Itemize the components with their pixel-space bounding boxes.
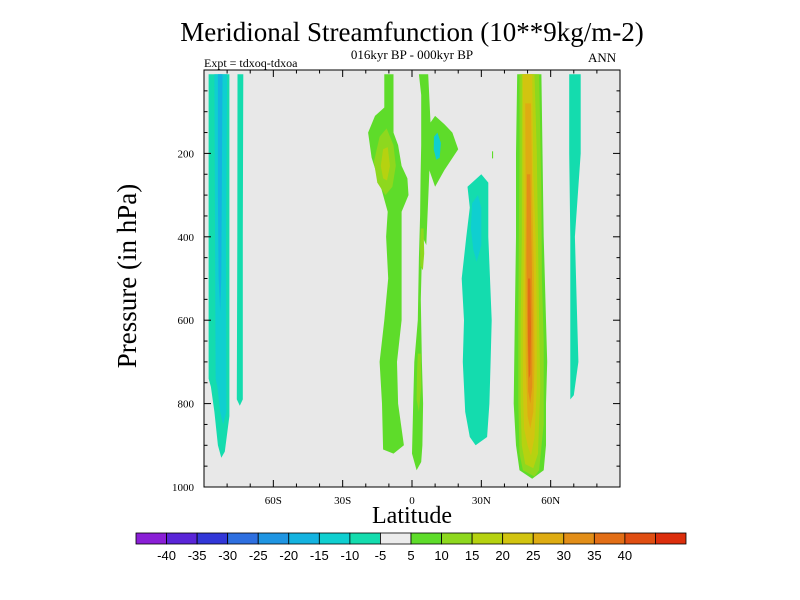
contour-region-nh-tropics-upper: [428, 115, 459, 187]
x-tick-label: 60N: [541, 495, 560, 507]
contour-region-nh-highlat-strip: [569, 74, 581, 400]
y-tick-label: 600: [178, 315, 195, 327]
colorbar-label: 40: [618, 548, 632, 563]
colorbar-label: 30: [557, 548, 571, 563]
y-tick-label: 400: [178, 232, 195, 244]
colorbar-label: 10: [434, 548, 448, 563]
contour-region-nh-tropics-lower-cyan: [470, 195, 482, 262]
contour-region-eq-column-ygreen-a: [420, 228, 425, 271]
plot-background: [204, 70, 620, 487]
colorbar-box: [196, 532, 229, 545]
colorbar-label: 35: [587, 548, 601, 563]
colorbar-box: [624, 532, 656, 545]
colorbar-box: [349, 532, 381, 545]
colorbar-label: -35: [188, 548, 207, 563]
x-tick-label: 30N: [472, 495, 491, 507]
colorbar-box: [471, 532, 504, 545]
x-axis-label: Latitude: [372, 503, 452, 529]
contour-region-sh-subtropics-core: [380, 147, 390, 181]
x-tick-label: 0: [409, 495, 415, 507]
colorbar-label: 25: [526, 548, 540, 563]
colorbar-box: [502, 532, 534, 545]
contour-region-nh-tropics-upper-cyan: [433, 132, 441, 160]
colorbar-label: -25: [249, 548, 268, 563]
contour-region-nh-midlat-core: [528, 278, 531, 379]
colorbar: -40 -35 -30 -25 -20 -15 -10 -5 5 10 15 20 25 30 35 40: [135, 532, 687, 563]
colorbar-box: [410, 532, 442, 545]
experiment-label: Expt = tdxoq-tdxoa: [204, 56, 298, 70]
colorbar-box: [563, 532, 595, 545]
colorbar-box: [227, 532, 259, 545]
contour-region-eq-column-ygreen-b: [416, 353, 422, 412]
contour-region-sh-highlat-strip: [236, 74, 244, 406]
contour-region-eq-column: [412, 74, 431, 471]
y-tick-label: 800: [178, 399, 195, 411]
season-label: ANN: [588, 50, 617, 65]
chart-subtitle: 016kyr BP - 000kyr BP: [350, 47, 474, 62]
colorbar-box: [532, 532, 565, 545]
colorbar-label: -20: [279, 548, 298, 563]
colorbar-label: -5: [375, 548, 387, 563]
contour-regions: [208, 74, 581, 479]
y-tick-label: 1000: [172, 482, 195, 494]
x-tick-label: 30S: [334, 495, 351, 507]
contour-region-nh-tropics-lower: [461, 174, 492, 446]
colorbar-box: [257, 532, 290, 545]
y-tick-label: 200: [178, 148, 195, 160]
contour-region-sh-highlat-core: [217, 74, 223, 312]
colorbar-box: [288, 532, 320, 545]
colorbar-box: [593, 532, 626, 545]
colorbar-box: [166, 532, 198, 545]
chart-title: Meridional Streamfunction (10**9kg/m-2): [180, 17, 644, 47]
colorbar-box: [441, 532, 473, 545]
axes: 60S 30S 0 30N 60N 200 400 600 800 1000: [172, 69, 621, 507]
colorbar-label: 5: [407, 548, 414, 563]
colorbar-label: -30: [218, 548, 237, 563]
colorbar-box: [318, 532, 351, 545]
colorbar-label: -15: [310, 548, 329, 563]
colorbar-label: -40: [157, 548, 176, 563]
colorbar-label: 20: [495, 548, 509, 563]
colorbar-box: [135, 532, 167, 545]
contour-region-nh-dot: [492, 151, 494, 159]
colorbar-label: 15: [465, 548, 479, 563]
colorbar-box: [655, 532, 687, 545]
colorbar-label: -10: [340, 548, 359, 563]
x-tick-label: 60S: [265, 495, 282, 507]
colorbar-box: [380, 532, 412, 545]
